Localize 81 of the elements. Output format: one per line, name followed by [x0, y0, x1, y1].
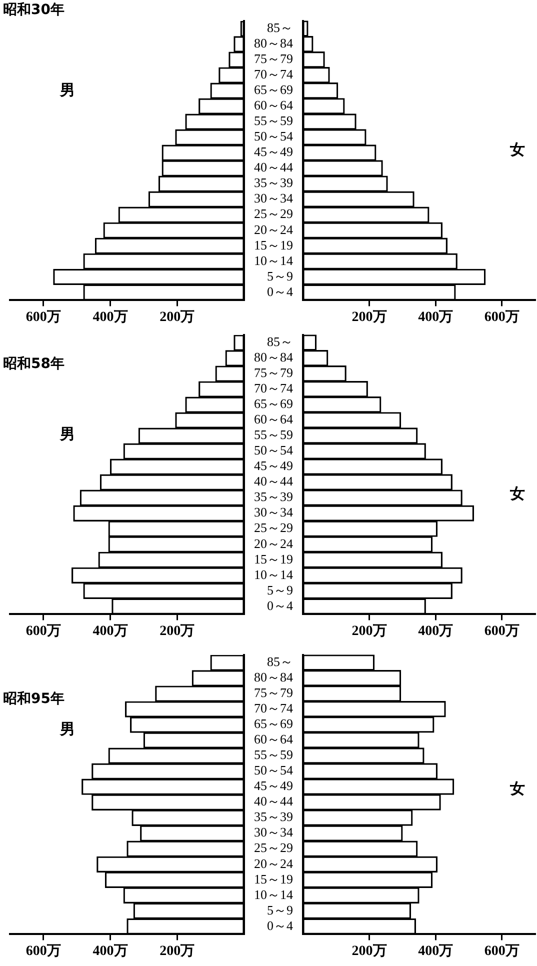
- y-tick-label: 50～54: [254, 442, 294, 458]
- y-tick-label: 70～74: [254, 380, 294, 396]
- x-tick-label: 400万: [92, 944, 128, 960]
- text: 昭和58年: [3, 355, 64, 373]
- y-tick-label: 65～69: [254, 716, 293, 732]
- y-tick-label: 25～29: [254, 520, 293, 536]
- y-tick-label: 40～44: [254, 474, 294, 489]
- x-tick-label: 200万: [352, 944, 387, 960]
- x-tick-label: 600万: [26, 310, 61, 326]
- y-tick-label: 35～39: [254, 175, 293, 190]
- x-tick-label: 600万: [26, 624, 61, 640]
- y-tick-label: 80～84: [254, 350, 294, 365]
- y-tick-label: 50～54: [254, 128, 294, 144]
- y-tick-label: 0～4: [267, 598, 294, 613]
- y-tick-label: 30～34: [254, 824, 294, 840]
- y-tick-label: 55～59: [254, 113, 293, 128]
- y-tick-label: 70～74: [254, 700, 294, 716]
- y-tick-label: 20～24: [254, 536, 294, 551]
- y-tick-label: 65～69: [254, 82, 293, 98]
- y-tick-label: 20～24: [254, 222, 294, 237]
- y-tick-label: 75～79: [254, 365, 293, 380]
- x-tick-label: 600万: [26, 944, 61, 960]
- y-tick-label: 40～44: [254, 794, 294, 809]
- x-tick-label: 200万: [160, 310, 195, 326]
- y-tick-label: 70～74: [254, 66, 294, 82]
- y-tick-label: 45～49: [254, 458, 293, 474]
- y-tick-label: 0～4: [267, 918, 294, 933]
- x-tick-label: 200万: [160, 624, 195, 640]
- y-tick-label: 80～84: [254, 36, 294, 51]
- y-tick-label: 60～64: [254, 98, 294, 113]
- y-tick-label: 65～69: [254, 396, 293, 412]
- text: 女: [509, 484, 525, 503]
- x-tick-label: 400万: [92, 310, 128, 326]
- y-tick-label: 80～84: [254, 670, 294, 685]
- x-tick-label: 400万: [418, 944, 454, 960]
- y-tick-label: 60～64: [254, 412, 294, 427]
- y-tick-label: 75～79: [254, 685, 293, 700]
- y-tick-label: 35～39: [254, 489, 293, 504]
- x-tick-label: 400万: [418, 624, 454, 640]
- y-tick-label: 30～34: [254, 504, 294, 520]
- y-tick-label: 25～29: [254, 840, 293, 856]
- y-tick-label: 60～64: [254, 732, 294, 747]
- x-tick-label: 200万: [160, 944, 195, 960]
- text: 男: [59, 424, 75, 443]
- y-tick-label: 15～19: [254, 237, 293, 252]
- text: 昭和95年: [3, 690, 64, 708]
- y-tick-label: 45～49: [254, 778, 293, 794]
- y-tick-label: 55～59: [254, 427, 293, 442]
- x-tick-label: 600万: [484, 944, 520, 960]
- y-tick-label: 85～: [267, 334, 293, 349]
- y-tick-label: 5～9: [267, 902, 293, 918]
- y-tick-label: 15～19: [254, 871, 293, 886]
- text: 男: [59, 720, 75, 738]
- y-tick-label: 5～9: [267, 582, 293, 598]
- y-tick-label: 40～44: [254, 160, 294, 175]
- y-tick-label: 85～: [267, 20, 293, 35]
- y-tick-label: 35～39: [254, 809, 293, 824]
- x-tick-label: 200万: [352, 310, 387, 326]
- x-tick-label: 200万: [352, 624, 387, 640]
- y-tick-label: 10～14: [254, 566, 294, 582]
- x-tick-label: 400万: [418, 310, 454, 326]
- y-tick-label: 25～29: [254, 206, 293, 222]
- y-tick-label: 15～19: [254, 551, 293, 566]
- y-tick-label: 45～49: [254, 144, 293, 160]
- y-tick-label: 0～4: [267, 284, 294, 299]
- x-tick-label: 600万: [484, 624, 520, 640]
- y-tick-label: 85～: [267, 654, 293, 669]
- y-tick-label: 55～59: [254, 747, 293, 762]
- y-tick-label: 10～14: [254, 886, 294, 902]
- chart-title: 昭和30年: [3, 1, 64, 19]
- text: 女: [509, 780, 525, 798]
- text: 女: [509, 140, 525, 159]
- y-tick-label: 50～54: [254, 762, 294, 778]
- y-tick-label: 5～9: [267, 268, 293, 284]
- y-tick-label: 10～14: [254, 252, 294, 268]
- y-tick-label: 30～34: [254, 190, 294, 206]
- y-tick-label: 75～79: [254, 51, 293, 66]
- y-tick-label: 20～24: [254, 856, 294, 871]
- text: 男: [59, 80, 75, 99]
- x-tick-label: 600万: [484, 310, 520, 326]
- x-tick-label: 400万: [92, 624, 128, 640]
